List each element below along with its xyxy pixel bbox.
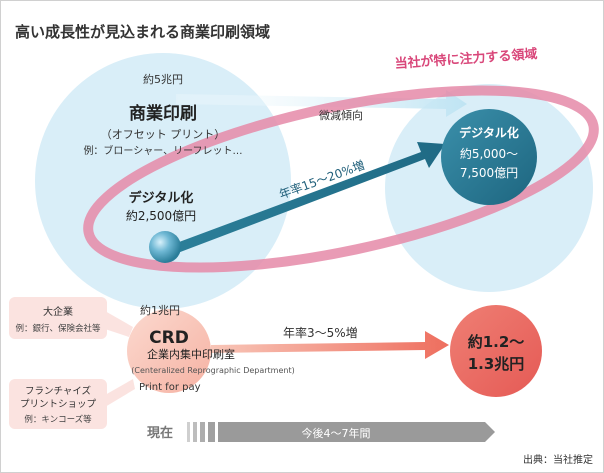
franchise-box: [9, 379, 107, 429]
timeline-tick-2: [193, 422, 197, 442]
crd-jp-name: 企業内集中印刷室: [147, 347, 235, 361]
crd-future-size-1: 約1.2〜: [468, 333, 525, 351]
timeline-tick-3: [200, 422, 205, 442]
digital-now-name: デジタル化: [129, 190, 194, 206]
digital-now-ball: [149, 231, 181, 263]
commercial-print-example: 例：ブローシャー、リーフレット…: [83, 144, 242, 157]
trend-label: 微減傾向: [319, 108, 363, 122]
timeline-tick-1: [187, 422, 190, 442]
timeline-now-label: 現在: [147, 425, 173, 441]
crd-future-circle: [450, 305, 542, 397]
digital-future-name: デジタル化: [459, 125, 519, 140]
crd-circle: [127, 309, 211, 393]
timeline-bar: [218, 422, 495, 442]
franchise-connector: [105, 379, 135, 407]
commercial-print-name: 商業印刷: [129, 103, 197, 124]
timeline-future-label: 今後4〜7年間: [302, 426, 371, 440]
digital-future-circle: [441, 109, 537, 205]
enterprise-example: 例：銀行、保険会社等: [15, 323, 101, 334]
franchise-title-2: プリントショップ: [20, 399, 97, 410]
enterprise-connector: [105, 311, 133, 337]
focus-area-label: 当社が特に注力する領域: [394, 46, 538, 72]
digital-future-size-2: 7,500億円: [460, 166, 518, 180]
digital-future-size-1: 約5,000〜: [460, 146, 518, 161]
timeline-tick-4: [208, 422, 215, 442]
crd-growth-arrow: [211, 331, 449, 359]
print-for-pay-label: Print for pay: [139, 382, 201, 393]
crd-growth-label: 年率3〜5%増: [283, 325, 358, 340]
crd-name: CRD: [149, 328, 189, 348]
trend-arrow: [176, 90, 467, 117]
page-title: 高い成長性が見込まれる商業印刷領域: [15, 23, 270, 41]
franchise-title-1: フランチャイズ: [25, 385, 92, 397]
commercial-market-size: 約5兆円: [143, 72, 183, 86]
crd-market-size: 約1兆円: [140, 303, 180, 317]
source-note: 出典：当社推定: [523, 453, 593, 466]
enterprise-title: 大企業: [43, 305, 73, 318]
digital-now-size: 約2,500億円: [126, 208, 196, 223]
crd-en-name: (Centeralized Reprographic Department): [131, 366, 294, 375]
enterprise-box: [9, 297, 107, 339]
focus-area-ring: [83, 85, 599, 273]
crd-future-size-2: 1.3兆円: [468, 355, 525, 373]
commercial-print-sub: （オフセット プリント）: [101, 128, 226, 141]
digital-growth-arrow: [171, 142, 445, 254]
franchise-example: 例：キンコーズ等: [24, 414, 92, 425]
